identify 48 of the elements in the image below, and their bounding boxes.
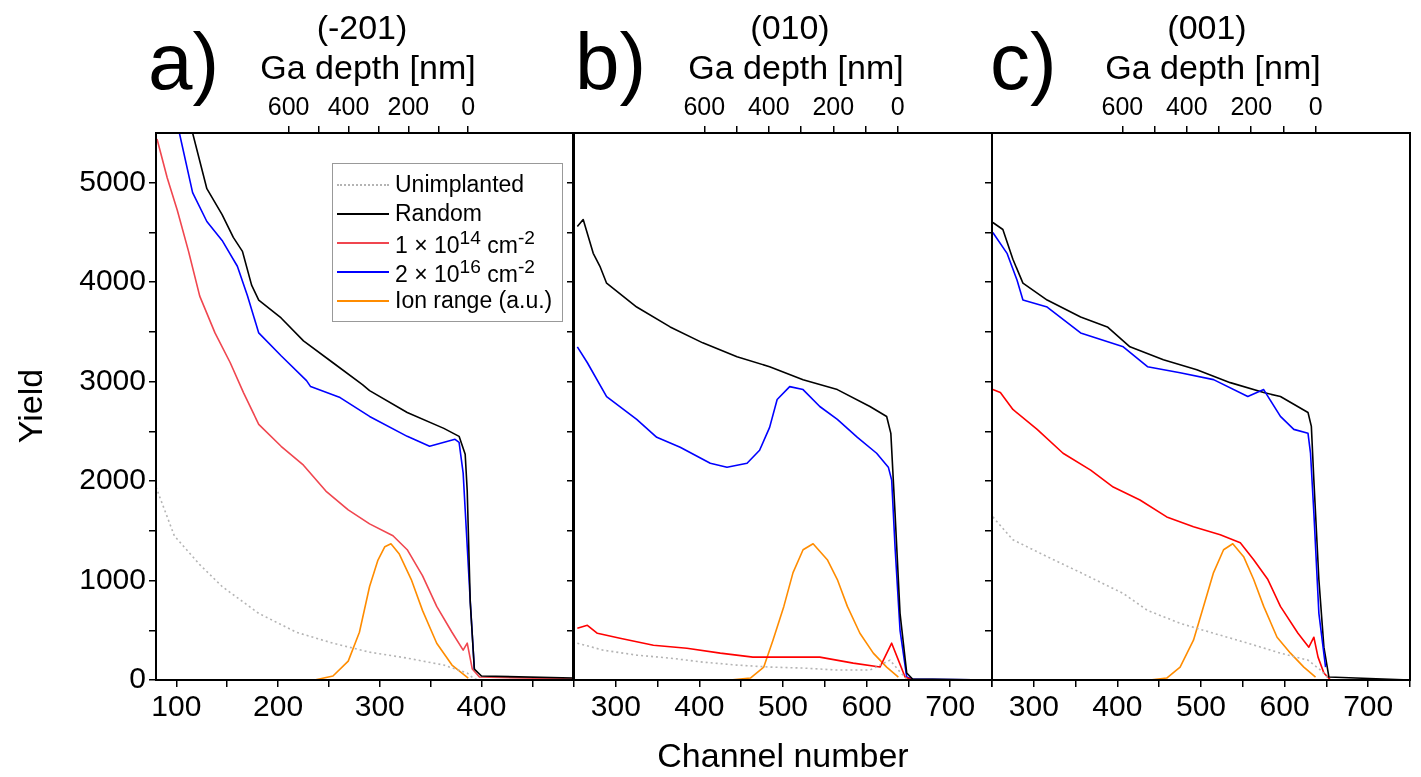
y-tick-label: 2000: [79, 462, 146, 496]
x-tick-label: 200: [253, 689, 304, 723]
y-axis-title: Yield: [11, 368, 49, 444]
y-tick-label: 5000: [79, 163, 146, 197]
chart-title: (001): [1167, 8, 1247, 46]
x-tick-label: 600: [1259, 689, 1310, 723]
x2-tick-label: 600: [267, 91, 310, 120]
x2-tick-label: 600: [683, 91, 726, 120]
x-tick-label: 400: [674, 689, 725, 723]
x-tick-label: 500: [757, 689, 809, 723]
text: b): [575, 17, 647, 106]
x2-tick-label: 200: [387, 91, 430, 120]
y-tick-label: 3000: [79, 362, 146, 396]
text: a): [148, 17, 220, 106]
x2-axis-title: Ga depth [nm]: [1105, 48, 1321, 86]
legend-label: 2 × 10$^{16}$ cm$^{-2}$: [395, 255, 536, 288]
x2-tick-label: 400: [327, 91, 370, 120]
x-tick-label: 500: [1175, 689, 1227, 723]
x2-tick-label: 600: [1101, 91, 1144, 120]
x2-tick-label: 0: [1308, 91, 1323, 120]
x-tick-label: 300: [590, 689, 641, 723]
x-tick-label: 400: [456, 689, 507, 723]
x-tick-label: 300: [1008, 689, 1059, 723]
x-tick-label: 400: [1092, 689, 1143, 723]
x2-tick-label: 0: [461, 91, 476, 120]
chart-title: (-201): [316, 8, 408, 46]
x-tick-label: 100: [151, 689, 202, 723]
y-tick-label: 1000: [79, 561, 146, 595]
x-tick-label: 300: [354, 689, 405, 723]
x2-tick-label: 400: [747, 91, 790, 120]
x2-axis-title: Ga depth [nm]: [260, 48, 476, 86]
x-tick-label: 700: [925, 689, 976, 723]
x-axis-title: Channel number: [657, 736, 909, 774]
legend-label: Ion range (a.u.): [395, 287, 553, 314]
legend-label: Random: [395, 200, 482, 227]
legend-label: 1 × 10$^{14}$ cm$^{-2}$: [395, 226, 536, 258]
y-tick-label: 0: [129, 661, 146, 695]
x-tick-label: 700: [1343, 689, 1394, 723]
legend-label: Unimplanted: [395, 171, 525, 198]
y-tick-label: 4000: [79, 263, 146, 297]
chart-title: (010): [750, 8, 830, 46]
x-tick-label: 600: [841, 689, 892, 723]
x2-tick-label: 400: [1165, 91, 1208, 120]
x2-tick-label: 200: [1230, 91, 1273, 120]
x2-axis-title: Ga depth [nm]: [688, 48, 904, 86]
text: c): [990, 17, 1057, 106]
x2-tick-label: 200: [812, 91, 855, 120]
x2-tick-label: 0: [890, 91, 905, 120]
